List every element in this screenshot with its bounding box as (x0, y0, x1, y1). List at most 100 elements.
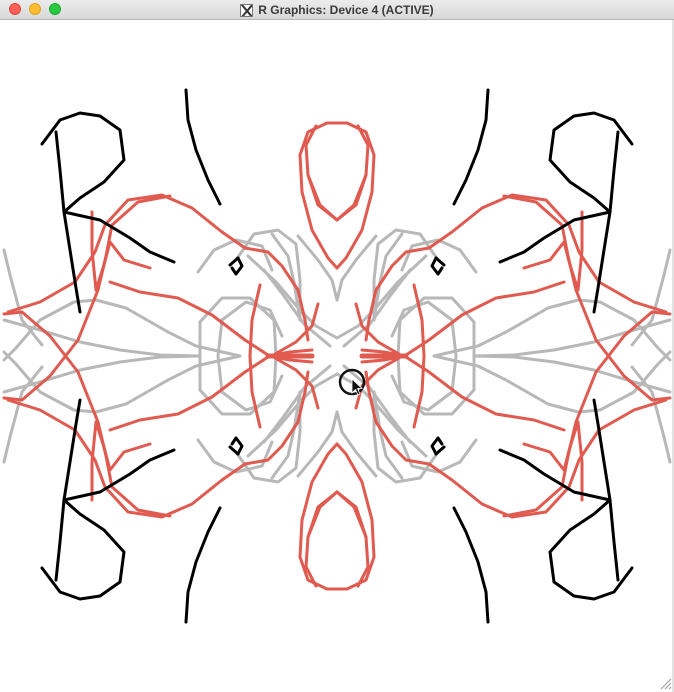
title-container: R Graphics: Device 4 (ACTIVE) (0, 0, 674, 20)
gray-curve-1-1 (630, 248, 672, 347)
zoom-button[interactable] (49, 3, 61, 15)
red-curve-1-1 (502, 194, 672, 402)
gray-curve-10-0 (246, 254, 339, 340)
gray-curve-7-2 (296, 410, 339, 478)
gray-curve-1-2 (2, 365, 44, 464)
red-curve-0-1 (427, 193, 668, 314)
red-curve-2-2 (90, 420, 152, 502)
black-curve-3-1 (452, 88, 490, 206)
black-curve-4-2 (228, 436, 244, 456)
red-curve-7-2 (298, 555, 339, 591)
title-bar[interactable]: R Graphics: Device 4 (ACTIVE) (0, 0, 674, 20)
black-curve-4-0 (228, 256, 244, 276)
gray-curve-9-1 (372, 232, 404, 322)
gray-curve-0-2 (2, 350, 242, 414)
red-curve-1-0 (2, 194, 172, 402)
red-curve-7-0 (298, 121, 339, 157)
gray-curve-5-3 (372, 390, 440, 484)
gray-curve-4-0 (216, 300, 284, 358)
graphics-plot (2, 88, 672, 624)
gray-curve-3-0 (198, 296, 278, 358)
gray-curve-4-1 (390, 300, 458, 358)
gray-curve-1-3 (630, 365, 672, 464)
gray-curve-4-2 (216, 354, 284, 412)
red-curve-2-1 (522, 210, 584, 292)
black-curves (40, 88, 634, 624)
red-curve-4-2 (108, 355, 270, 432)
black-curve-1-0 (54, 130, 82, 314)
black-curve-4-1 (430, 256, 446, 276)
gray-curve-1-0 (2, 248, 44, 347)
red-curve-6-0 (273, 302, 320, 356)
mouse-cursor (338, 368, 366, 396)
gray-curve-3-1 (396, 296, 476, 358)
gray-curve-2-0 (2, 318, 202, 358)
gray-curve-0-1 (432, 298, 672, 362)
red-curve-10-2 (335, 490, 368, 539)
red-curve-0-3 (427, 398, 668, 519)
gray-curve-2-3 (472, 354, 672, 394)
black-curve-0-1 (548, 111, 634, 214)
gray-curve-7-1 (335, 234, 378, 302)
gray-curve-7-3 (335, 410, 378, 478)
gray-curve-10-3 (335, 372, 428, 458)
black-curve-0-0 (40, 111, 126, 214)
gray-curve-5-2 (234, 390, 302, 484)
red-curve-1-2 (2, 310, 172, 518)
red-curve-3-1 (364, 246, 431, 342)
close-button[interactable] (9, 3, 21, 15)
red-curve-3-3 (364, 370, 431, 466)
black-curve-2-0 (62, 210, 176, 264)
gray-curve-2-2 (2, 354, 202, 394)
gray-curve-5-1 (372, 228, 440, 322)
gray-curve-5-0 (234, 228, 302, 322)
window-edge (672, 20, 674, 692)
red-curve-11-3 (412, 354, 426, 429)
red-curve-8-3 (335, 442, 376, 559)
black-curve-0-2 (40, 498, 126, 601)
black-curve-4-3 (430, 436, 446, 456)
gray-curve-4-3 (390, 354, 458, 412)
black-curve-3-0 (184, 88, 222, 206)
minimize-button[interactable] (29, 3, 41, 15)
black-curve-1-2 (54, 398, 82, 582)
x11-icon (240, 3, 254, 17)
red-curve-8-2 (298, 442, 339, 559)
gray-curves (2, 228, 672, 484)
black-curve-3-3 (452, 506, 490, 624)
red-curve-2-0 (90, 210, 152, 292)
black-curve-2-3 (498, 448, 612, 502)
gray-curve-8-3 (342, 364, 412, 444)
arrow-cursor-icon (351, 378, 364, 396)
black-curve-3-2 (184, 506, 222, 624)
gray-curve-9-3 (372, 390, 404, 480)
red-curve-7-3 (335, 555, 376, 591)
resize-grip-icon[interactable] (660, 678, 672, 690)
red-curve-11-0 (248, 283, 262, 358)
red-curve-4-0 (108, 280, 270, 357)
red-curve-10-1 (306, 173, 339, 222)
red-curve-10-0 (335, 173, 368, 222)
gray-curve-2-1 (472, 318, 672, 358)
gray-curve-10-1 (335, 254, 428, 340)
red-curve-8-1 (335, 153, 376, 270)
window-title: R Graphics: Device 4 (ACTIVE) (258, 3, 434, 17)
red-curve-3-2 (243, 370, 310, 466)
black-curve-0-3 (548, 498, 634, 601)
red-curve-4-1 (404, 280, 566, 357)
black-curve-2-2 (62, 448, 176, 502)
red-curve-11-1 (412, 283, 426, 358)
black-curve-1-3 (592, 398, 620, 582)
gray-curve-3-2 (198, 354, 278, 416)
red-curve-10-3 (306, 490, 339, 539)
gray-curve-9-0 (270, 232, 302, 322)
plot-canvas[interactable] (0, 20, 674, 692)
red-curve-6-3 (354, 356, 401, 410)
red-curves (2, 121, 672, 591)
gray-curve-0-0 (2, 298, 242, 362)
red-curve-4-3 (404, 355, 566, 432)
gray-curve-3-3 (396, 354, 476, 416)
red-curve-6-2 (273, 356, 320, 410)
gray-curve-7-0 (296, 234, 339, 302)
